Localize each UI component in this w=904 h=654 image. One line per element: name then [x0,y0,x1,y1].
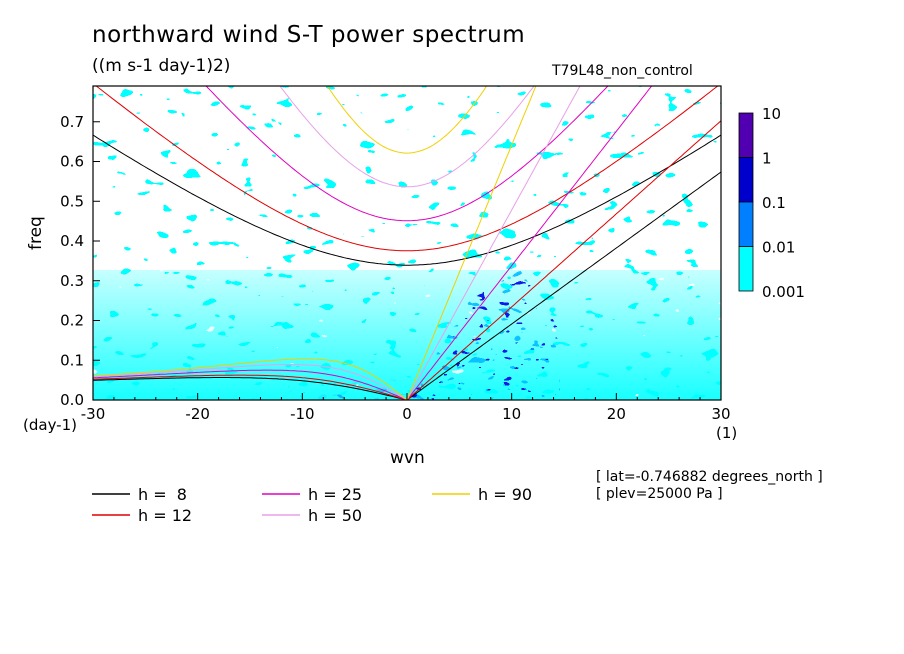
curve-h50-inertio-gravity [279,86,535,188]
x-axis-label: wvn [390,448,425,468]
y-tick-label: 0.5 [60,192,84,210]
curve-h12-kelvin [406,120,721,400]
curve-h90-kelvin [406,86,537,400]
x-unit-label: (1) [716,424,738,442]
legend-label: h = 90 [478,485,532,504]
y-tick-label: 0.4 [60,232,84,250]
legend-label: h = 8 [138,485,187,504]
curve-h12-inertio-gravity [95,86,719,252]
x-tick-label: 20 [607,405,626,423]
curve-h25-rossby [93,369,408,400]
curve-h50-kelvin [406,86,581,400]
info-lat: [ lat=-0.746882 degrees_north ] [596,469,823,485]
curve-h50-rossby [93,364,408,400]
curve-h8-inertio-gravity [93,134,721,266]
colorbar-swatch [738,157,754,203]
x-tick-label: -10 [290,405,315,423]
chart-title: northward wind S-T power spectrum [92,22,526,48]
curve-h25-inertio-gravity [205,86,609,222]
x-tick-label: 10 [502,405,521,423]
y-tick-label: 0.2 [60,312,84,330]
info-plev: [ plev=25000 Pa ] [596,486,723,502]
colorbar-label: 0.1 [762,194,786,212]
x-tick-label: 0 [402,405,412,423]
curve-h25-kelvin [406,86,653,400]
y-tick-label: 0.0 [60,391,84,409]
legend: h = 8 h = 12 h = 25 h = 50 h = 90 [92,485,532,525]
colorbar-label: 10 [762,105,781,123]
colorbar-label: 0.001 [762,283,805,301]
shade-level-0.1 [93,86,721,400]
legend-label: h = 12 [138,506,192,525]
curve-h90-inertio-gravity [326,86,488,154]
x-tick-label: 30 [711,405,730,423]
colorbar-swatch [738,246,754,292]
y-tick-label: 0.6 [60,153,84,171]
legend-label: h = 25 [308,485,362,504]
colorbar: 10 1 0.1 0.01 0.001 [738,105,805,301]
x-tick-label: -20 [185,405,210,423]
run-name: T79L48_non_control [552,63,693,79]
y-tick-label: 0.1 [60,351,84,369]
x-tick-label: -30 [81,405,106,423]
curve-h8-rossby [93,377,408,400]
y-unit-label: (day-1) [23,416,77,434]
dispersion-curves [93,86,721,400]
y-axis-label: freq [26,216,46,250]
colorbar-label: 1 [762,150,772,168]
legend-label: h = 50 [308,506,362,525]
colorbar-label: 0.01 [762,239,795,257]
curve-h8-kelvin [406,171,721,400]
y-tick-label: 0.7 [60,113,84,131]
chart-subtitle: ((m s-1 day-1)2) [92,56,231,76]
colorbar-swatch [738,201,754,247]
curve-h90-rossby [93,358,408,400]
curve-h12-rossby [93,374,408,400]
axis-ticks: -30 -20 -10 0 10 20 30 0.0 0.1 0.2 0.3 0.4 0.5 0.6 0.7 [60,113,730,423]
y-tick-label: 0.3 [60,272,84,290]
power-shading [93,86,721,400]
colorbar-swatch [738,112,754,158]
